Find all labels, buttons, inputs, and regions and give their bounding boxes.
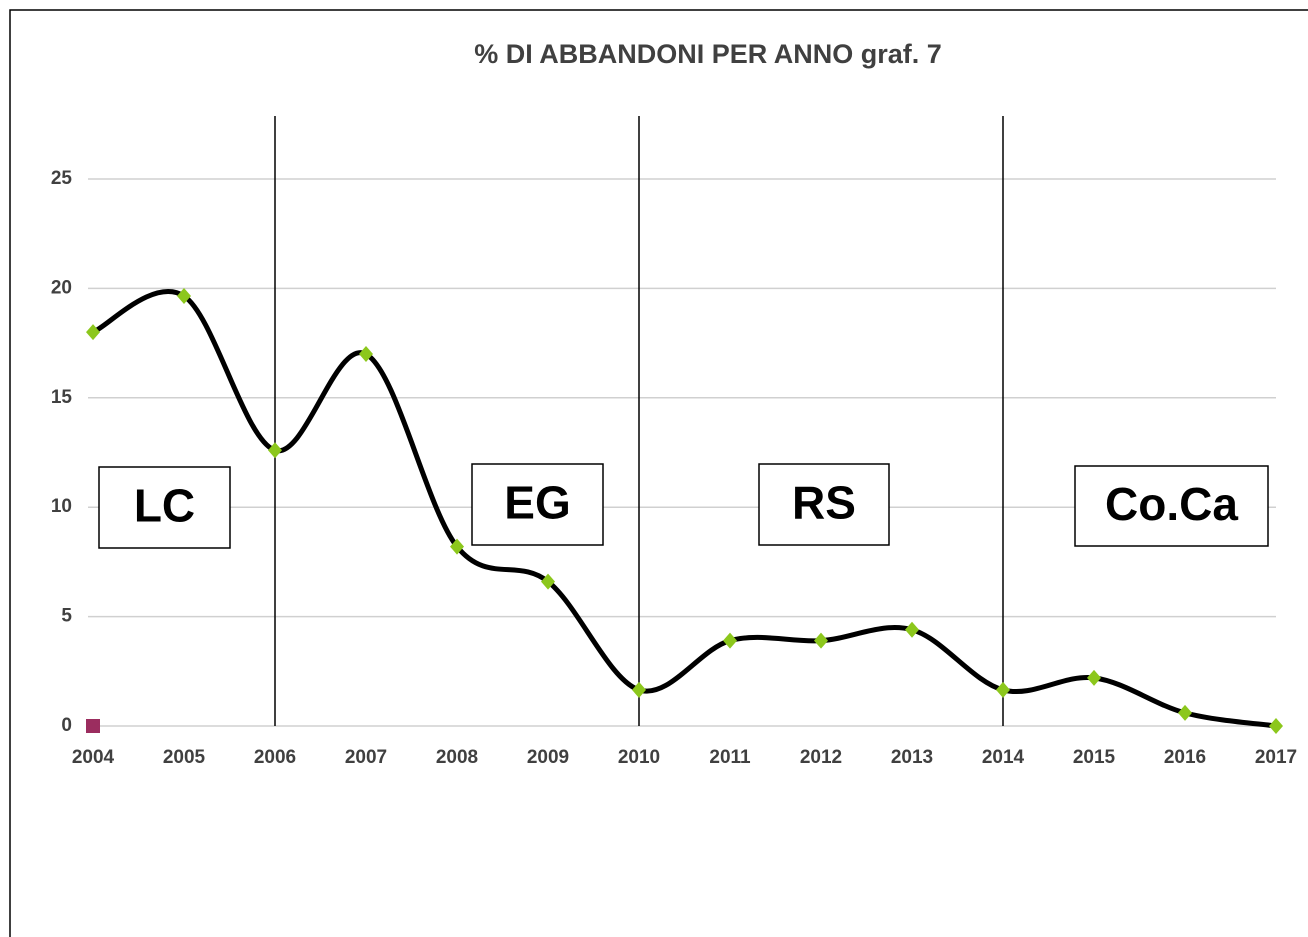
x-tick-label: 2016 <box>1164 747 1206 768</box>
y-tick-label: 0 <box>61 715 72 736</box>
marker <box>177 288 191 305</box>
marker <box>996 681 1010 698</box>
x-tick-label: 2015 <box>1073 747 1116 768</box>
x-tick-label: 2007 <box>345 747 387 768</box>
x-tick-label: 2011 <box>709 747 751 768</box>
annotation: RS <box>792 477 856 529</box>
marker <box>86 324 100 341</box>
marker <box>723 632 737 649</box>
x-tick-label: 2006 <box>254 747 296 768</box>
y-tick-label: 25 <box>51 168 73 189</box>
y-tick-label: 10 <box>51 496 72 517</box>
marker <box>1087 669 1101 686</box>
x-tick-label: 2013 <box>891 747 933 768</box>
annotation-box <box>1074 465 1269 547</box>
x-tick-label: 2014 <box>982 747 1025 768</box>
x-tick-label: 2017 <box>1255 747 1297 768</box>
chart-title: % DI ABBANDONI PER ANNO graf. 7 <box>474 39 942 69</box>
marker <box>268 442 282 459</box>
x-tick-label: 2005 <box>163 747 206 768</box>
y-tick-label: 20 <box>51 277 72 298</box>
annotation-box <box>471 463 604 546</box>
marker <box>86 719 100 733</box>
marker <box>1178 704 1192 721</box>
y-tick-label: 15 <box>51 387 73 408</box>
annotation: LC <box>134 480 195 532</box>
annotation: Co.Ca <box>1105 478 1238 530</box>
x-tick-label: 2009 <box>527 747 569 768</box>
marker <box>450 538 464 555</box>
marker <box>632 681 646 698</box>
marker <box>541 573 555 590</box>
annotation-box <box>758 463 890 546</box>
x-tick-label: 2008 <box>436 747 478 768</box>
annotation-box <box>98 466 231 549</box>
x-tick-label: 2004 <box>72 747 115 768</box>
marker <box>814 632 828 649</box>
y-tick-label: 5 <box>61 606 72 627</box>
marker <box>905 621 919 638</box>
x-tick-label: 2012 <box>800 747 842 768</box>
annotation: EG <box>504 477 570 529</box>
x-tick-label: 2010 <box>618 747 660 768</box>
marker <box>359 346 373 363</box>
marker <box>1269 718 1283 734</box>
